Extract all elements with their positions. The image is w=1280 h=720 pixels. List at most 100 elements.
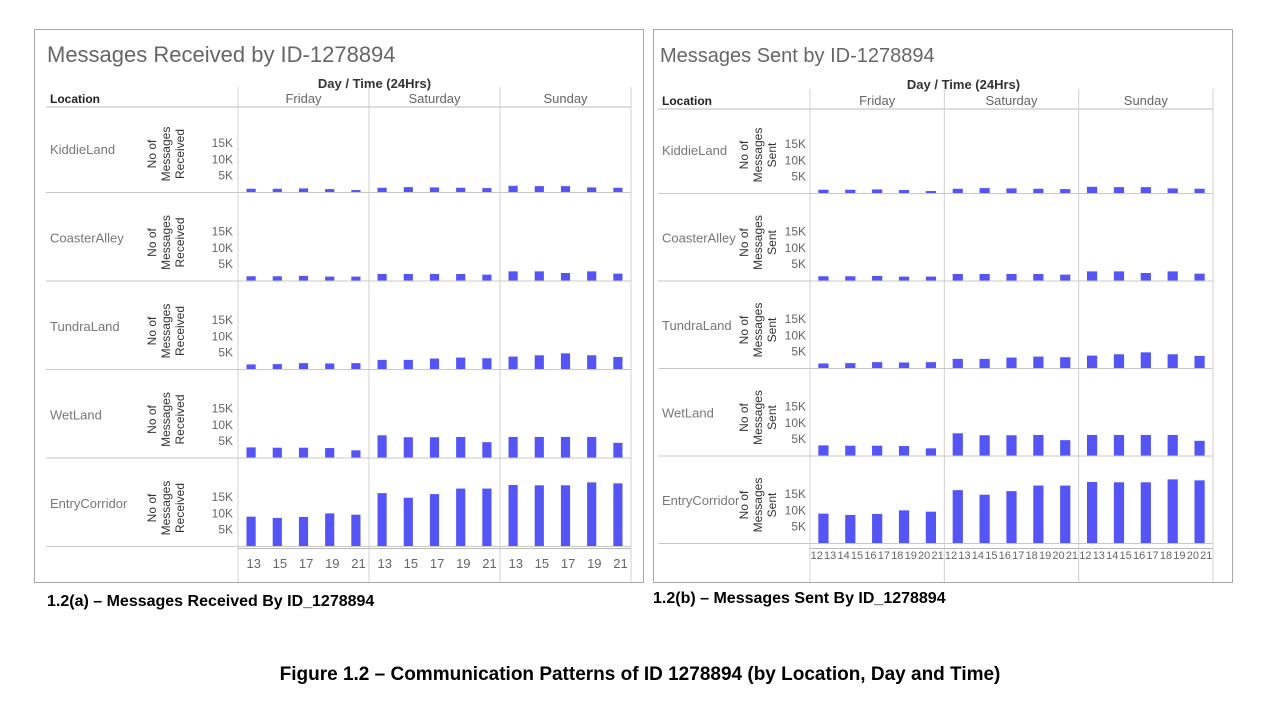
- location-label-wetland: WetLand: [50, 408, 102, 423]
- bar-entrycorridor-friday-2: [872, 513, 883, 543]
- y-axis-label: Messages: [751, 215, 765, 270]
- y-axis-label: Sent: [765, 229, 779, 254]
- x-tick-label: 19: [456, 556, 470, 571]
- bar-kiddieland-sunday-3: [1167, 188, 1178, 193]
- bar-coasteralley-sunday-4: [613, 273, 623, 281]
- y-tick-label: 10K: [212, 329, 233, 343]
- bar-entrycorridor-sunday-0: [1086, 481, 1098, 543]
- bar-entrycorridor-sunday-2: [560, 485, 571, 546]
- x-tick-label: 21: [351, 556, 365, 571]
- y-tick-label: 15K: [212, 225, 233, 239]
- y-axis-label: No of: [737, 140, 751, 169]
- y-axis-label: Messages: [159, 304, 173, 359]
- y-axis-label: Messages: [159, 127, 173, 182]
- column-header: Day / Time (24Hrs): [907, 77, 1020, 92]
- x-tick-label: 20: [918, 550, 930, 562]
- bar-entrycorridor-saturday-2: [1006, 491, 1017, 543]
- bar-coasteralley-friday-3: [325, 276, 335, 281]
- x-tick-label: 21: [1066, 550, 1078, 562]
- bar-entrycorridor-friday-0: [246, 516, 256, 546]
- bar-wetland-sunday-2: [560, 436, 571, 458]
- bar-tundraland-saturday-3: [456, 357, 466, 369]
- bar-kiddieland-friday-2: [872, 189, 883, 193]
- y-tick-label: 15K: [785, 487, 806, 501]
- y-axis-label: No of: [145, 493, 159, 522]
- location-label-wetland: WetLand: [662, 406, 714, 421]
- bar-entrycorridor-saturday-4: [1060, 485, 1071, 543]
- day-label-sunday: Sunday: [543, 91, 588, 106]
- bar-kiddieland-friday-4: [351, 190, 361, 192]
- y-tick-label: 10K: [212, 506, 233, 520]
- y-axis-label: Messages: [751, 478, 765, 533]
- x-tick-label: 17: [1012, 550, 1024, 562]
- x-tick-label: 14: [1106, 550, 1118, 562]
- bar-entrycorridor-saturday-3: [456, 488, 466, 546]
- location-label-entrycorridor: EntryCorridor: [50, 496, 128, 511]
- bar-wetland-sunday-1: [1113, 434, 1125, 456]
- bar-tundraland-friday-2: [298, 363, 309, 369]
- figure-caption: Figure 1.2 – Communication Patterns of I…: [279, 664, 1001, 685]
- location-label-tundraland: TundraLand: [662, 318, 732, 333]
- row-header: Location: [50, 92, 100, 106]
- bar-coasteralley-sunday-2: [1140, 272, 1151, 281]
- bar-tundraland-saturday-1: [979, 358, 990, 368]
- bar-wetland-friday-0: [246, 447, 256, 458]
- bar-tundraland-saturday-0: [377, 359, 387, 369]
- bar-wetland-friday-4: [351, 450, 361, 458]
- bar-wetland-sunday-0: [508, 436, 518, 458]
- bar-tundraland-saturday-2: [1006, 357, 1017, 368]
- bar-coasteralley-friday-1: [845, 276, 856, 281]
- day-label-sunday: Sunday: [1124, 93, 1169, 108]
- bar-wetland-saturday-1: [979, 435, 990, 456]
- bar-wetland-friday-3: [898, 446, 910, 456]
- bar-tundraland-saturday-0: [952, 358, 963, 368]
- bar-kiddieland-saturday-0: [377, 187, 387, 192]
- bar-tundraland-friday-4: [925, 362, 937, 368]
- bar-tundraland-friday-3: [898, 362, 910, 368]
- x-tick-label: 19: [1173, 550, 1185, 562]
- bar-wetland-friday-2: [298, 447, 309, 458]
- day-label-friday: Friday: [859, 93, 896, 108]
- x-tick-label: 14: [837, 550, 849, 562]
- y-axis-label: Messages: [159, 481, 173, 536]
- bar-wetland-friday-1: [845, 445, 856, 456]
- x-tick-label: 19: [905, 550, 917, 562]
- bar-kiddieland-sunday-4: [1194, 188, 1205, 193]
- bar-kiddieland-saturday-4: [1060, 189, 1071, 193]
- bar-kiddieland-friday-2: [298, 188, 309, 192]
- bar-kiddieland-sunday-1: [534, 186, 544, 192]
- bar-kiddieland-friday-1: [272, 188, 282, 192]
- y-axis-label: Messages: [159, 392, 173, 447]
- bar-kiddieland-saturday-4: [482, 188, 492, 192]
- bar-entrycorridor-saturday-0: [377, 493, 387, 546]
- y-tick-label: 15K: [785, 225, 806, 239]
- bar-coasteralley-friday-0: [818, 276, 829, 281]
- bar-tundraland-sunday-4: [1194, 355, 1205, 368]
- y-axis-label: No of: [145, 316, 159, 345]
- bar-wetland-friday-3: [325, 448, 335, 458]
- x-tick-label: 21: [482, 556, 496, 571]
- bar-tundraland-friday-0: [818, 363, 829, 368]
- bar-tundraland-sunday-0: [1086, 355, 1098, 368]
- bar-coasteralley-saturday-4: [1060, 274, 1071, 281]
- bar-entrycorridor-sunday-3: [587, 482, 597, 546]
- bar-entrycorridor-friday-1: [845, 514, 856, 543]
- x-tick-label: 14: [972, 550, 984, 562]
- x-tick-label: 17: [878, 550, 890, 562]
- bar-coasteralley-sunday-3: [1167, 271, 1178, 281]
- bar-kiddieland-friday-1: [845, 189, 856, 193]
- x-tick-label: 15: [273, 556, 287, 571]
- bar-tundraland-saturday-4: [482, 358, 492, 369]
- day-label-saturday: Saturday: [408, 91, 461, 106]
- bar-tundraland-friday-1: [845, 363, 856, 368]
- y-tick-label: 10K: [212, 418, 233, 432]
- location-label-tundraland: TundraLand: [50, 319, 120, 334]
- bar-wetland-sunday-4: [613, 442, 623, 458]
- bar-coasteralley-friday-3: [898, 276, 910, 281]
- x-tick-label: 21: [931, 550, 943, 562]
- bar-tundraland-sunday-2: [560, 353, 571, 369]
- bar-wetland-sunday-3: [1167, 434, 1178, 456]
- bar-tundraland-sunday-4: [613, 356, 623, 369]
- day-label-saturday: Saturday: [985, 93, 1038, 108]
- bar-kiddieland-friday-3: [898, 190, 910, 193]
